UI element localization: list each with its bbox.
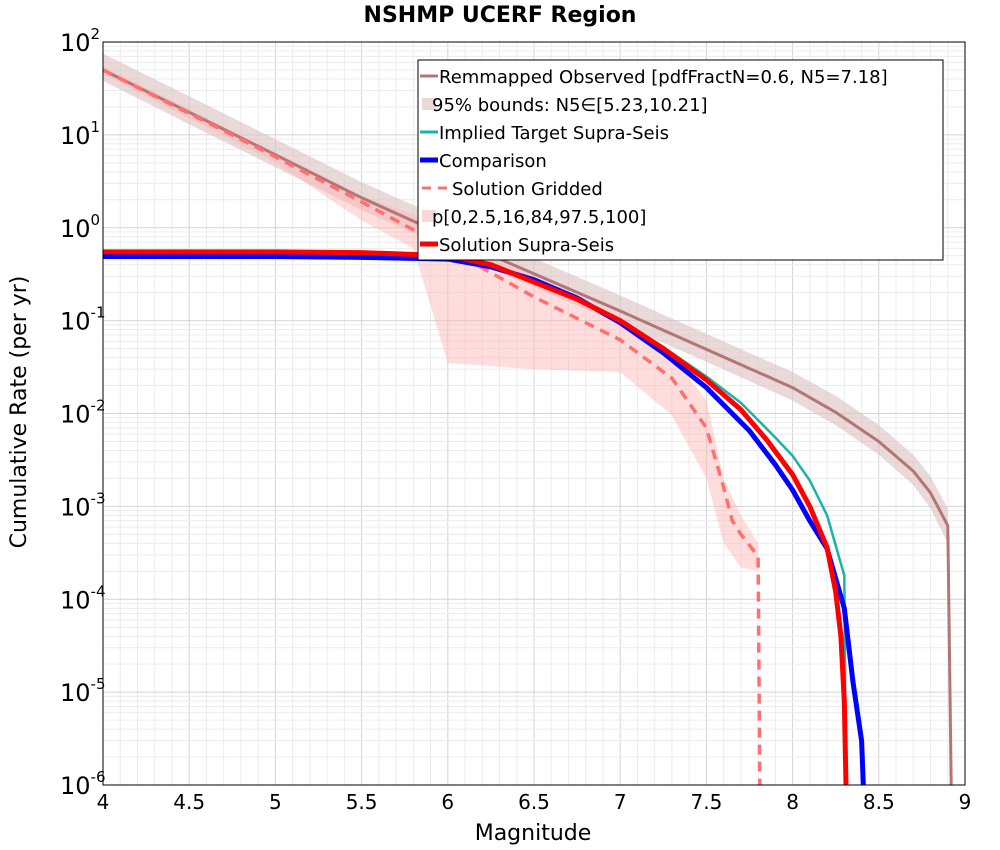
y-tick-label: 102 (60, 25, 100, 57)
legend-item: 95% bounds: N5∈[5.23,10.21] (422, 95, 708, 116)
x-tick-label: 4.5 (173, 790, 205, 814)
legend-label: Comparison (439, 151, 547, 172)
y-tick-label: 101 (60, 118, 100, 150)
legend-item: Implied Target Supra-Seis (420, 123, 669, 144)
x-tick-label: 8.5 (863, 790, 895, 814)
y-tick-label: 10-5 (60, 675, 106, 707)
legend-item: Solution Supra-Seis (420, 235, 614, 256)
legend-item: Solution Gridded (422, 179, 603, 200)
x-tick-label: 5 (269, 790, 282, 814)
x-tick-label: 5.5 (346, 790, 378, 814)
remapped-observed-line (102, 68, 953, 786)
legend-label: Remmapped Observed [pdfFractN=0.6, N5=7.… (439, 67, 888, 88)
y-axis-label: Cumulative Rate (per yr) (7, 276, 32, 549)
y-tick-label: 10-6 (60, 768, 106, 800)
legend-label: Implied Target Supra-Seis (439, 123, 669, 144)
legend: Remmapped Observed [pdfFractN=0.6, N5=7.… (417, 59, 944, 261)
x-tick-label: 8 (786, 790, 799, 814)
uncertainty-bands (103, 53, 948, 572)
x-tick-label: 7.5 (690, 790, 722, 814)
x-axis-ticks: 4 4.5 5 5.5 6 6.5 7 7.5 8 8.5 9 (97, 790, 972, 814)
x-tick-label: 4 (97, 790, 110, 814)
observed-95pct-band (103, 53, 948, 544)
y-tick-label: 10-3 (60, 489, 106, 521)
y-tick-label: 100 (60, 211, 100, 243)
legend-item: Comparison (420, 151, 547, 172)
x-tick-label: 7 (614, 790, 627, 814)
legend-swatch (422, 210, 436, 222)
solution-gridded-line (102, 68, 762, 786)
y-tick-label: 10-4 (60, 582, 106, 614)
chart-title: NSHMP UCERF Region (364, 3, 637, 28)
x-tick-label: 9 (959, 790, 972, 814)
x-tick-label: 6 (441, 790, 454, 814)
x-tick-label: 6.5 (518, 790, 550, 814)
legend-item: p[0,2.5,16,84,97.5,100] (422, 207, 646, 228)
y-tick-label: 10-2 (60, 397, 106, 429)
plot-frame (102, 41, 966, 786)
y-tick-label: 10-1 (60, 304, 106, 336)
x-axis-label: Magnitude (475, 821, 592, 846)
legend-label: 95% bounds: N5∈[5.23,10.21] (432, 95, 708, 116)
legend-item: Remmapped Observed [pdfFractN=0.6, N5=7.… (420, 67, 888, 88)
legend-label: Solution Gridded (452, 179, 603, 200)
legend-swatch (422, 98, 436, 110)
legend-label: p[0,2.5,16,84,97.5,100] (432, 207, 646, 228)
legend-label: Solution Supra-Seis (439, 235, 614, 256)
legend-box (417, 59, 944, 261)
y-axis-ticks: 102 101 100 10-1 10-2 10-3 10-4 10-5 10-6 (60, 25, 106, 800)
